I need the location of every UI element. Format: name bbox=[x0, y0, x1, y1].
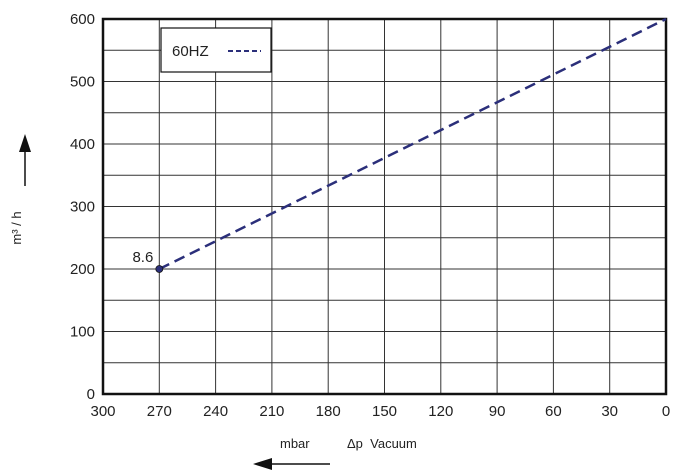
plot-frame bbox=[101, 17, 668, 396]
y-tick-label: 400 bbox=[70, 136, 95, 153]
x-tick-label: 120 bbox=[428, 403, 453, 420]
x-axis-title: mbar Δp Vacuum bbox=[253, 436, 417, 470]
y-axis-title: m³ / h bbox=[9, 134, 31, 245]
x-tick-label: 0 bbox=[662, 403, 670, 420]
y-tick-label: 500 bbox=[70, 74, 95, 91]
y-tick-label: 300 bbox=[70, 199, 95, 216]
point-annotation: 8.6 bbox=[132, 249, 153, 266]
series-start-point bbox=[155, 265, 164, 273]
y-tick-label: 100 bbox=[70, 324, 95, 341]
x-axis-ticks: 300 270 240 210 180 150 120 90 60 30 0 bbox=[90, 403, 670, 420]
chart-grid bbox=[103, 19, 666, 394]
x-tick-label: 270 bbox=[147, 403, 172, 420]
y-axis-arrow-icon bbox=[19, 134, 31, 152]
x-tick-label: 90 bbox=[489, 403, 506, 420]
y-tick-label: 200 bbox=[70, 261, 95, 278]
x-tick-label: 30 bbox=[601, 403, 618, 420]
y-axis-ticks: 0 100 200 300 400 500 600 bbox=[70, 11, 95, 403]
y-tick-label: 600 bbox=[70, 11, 95, 28]
x-tick-label: 210 bbox=[259, 403, 284, 420]
y-tick-label: 0 bbox=[87, 386, 95, 403]
x-axis-label: Δp Vacuum bbox=[347, 436, 417, 451]
legend: 60HZ bbox=[160, 27, 272, 73]
legend-box bbox=[160, 27, 272, 73]
x-tick-label: 150 bbox=[372, 403, 397, 420]
x-tick-label: 240 bbox=[203, 403, 228, 420]
x-axis-arrow-icon bbox=[253, 458, 272, 470]
series-layer: 8.6 bbox=[132, 17, 667, 273]
x-axis-unit: mbar bbox=[280, 436, 310, 451]
x-tick-label: 300 bbox=[90, 403, 115, 420]
legend-label: 60HZ bbox=[172, 43, 209, 60]
series-line-60hz bbox=[158, 17, 667, 271]
x-tick-label: 60 bbox=[545, 403, 562, 420]
y-axis-label: m³ / h bbox=[9, 211, 24, 244]
x-tick-label: 180 bbox=[316, 403, 341, 420]
